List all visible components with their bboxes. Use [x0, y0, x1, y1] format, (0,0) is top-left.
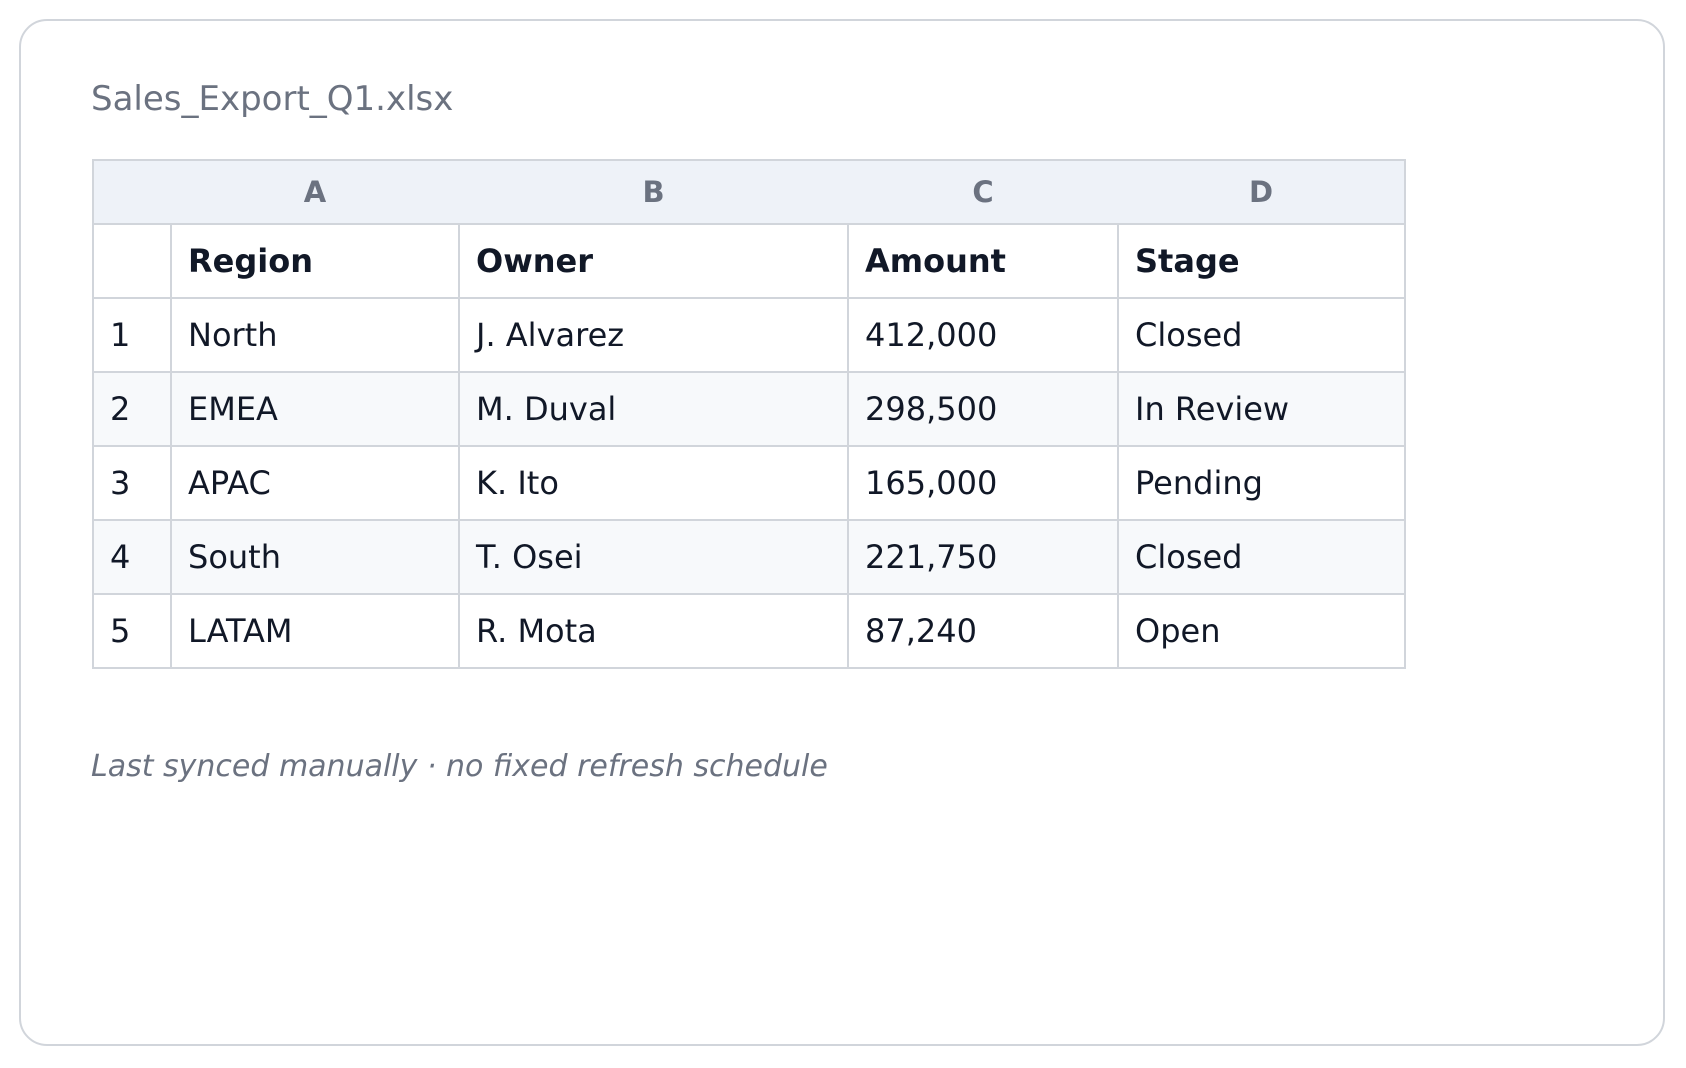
cell: South [170, 519, 460, 595]
row-number-cell [92, 223, 172, 299]
header-cell: Region [170, 223, 460, 299]
cell: Closed [1117, 297, 1406, 373]
column-letter: C [848, 159, 1118, 225]
cell: 165,000 [847, 445, 1119, 521]
row-number: 3 [92, 445, 172, 521]
cell: Pending [1117, 445, 1406, 521]
cell: LATAM [170, 593, 460, 669]
cell: Closed [1117, 519, 1406, 595]
data-row: 4 South T. Osei 221,750 Closed [92, 519, 1406, 595]
cell: T. Osei [458, 519, 849, 595]
row-number: 2 [92, 371, 172, 447]
column-letter: D [1118, 159, 1406, 225]
row-number: 4 [92, 519, 172, 595]
data-row: 3 APAC K. Ito 165,000 Pending [92, 445, 1406, 521]
column-letter: A [171, 159, 459, 225]
cell: EMEA [170, 371, 460, 447]
cell: APAC [170, 445, 460, 521]
header-cell: Stage [1117, 223, 1406, 299]
cell: Open [1117, 593, 1406, 669]
header-row: Region Owner Amount Stage [92, 223, 1406, 299]
header-cell: Owner [458, 223, 849, 299]
data-row: 5 LATAM R. Mota 87,240 Open [92, 593, 1406, 669]
card: Sales_Export_Q1.xlsx A B C D Region Owner Amou… [19, 19, 1665, 1046]
row-number: 5 [92, 593, 172, 669]
corner-cell [92, 159, 171, 225]
cell: North [170, 297, 460, 373]
cell: R. Mota [458, 593, 849, 669]
row-number: 1 [92, 297, 172, 373]
cell: K. Ito [458, 445, 849, 521]
cell: 87,240 [847, 593, 1119, 669]
file-title: Sales_Export_Q1.xlsx [91, 79, 454, 119]
cell: 221,750 [847, 519, 1119, 595]
cell: 298,500 [847, 371, 1119, 447]
data-row: 1 North J. Alvarez 412,000 Closed [92, 297, 1406, 373]
cell: In Review [1117, 371, 1406, 447]
sheet-table: A B C D Region Owner Amount Stage 1 North J. Alvar… [92, 159, 1406, 669]
cell: M. Duval [458, 371, 849, 447]
cell: 412,000 [847, 297, 1119, 373]
sync-note: Last synced manually · no fixed refresh … [91, 749, 828, 784]
header-cell: Amount [847, 223, 1119, 299]
cell: J. Alvarez [458, 297, 849, 373]
column-letter: B [459, 159, 848, 225]
data-row: 2 EMEA M. Duval 298,500 In Review [92, 371, 1406, 447]
